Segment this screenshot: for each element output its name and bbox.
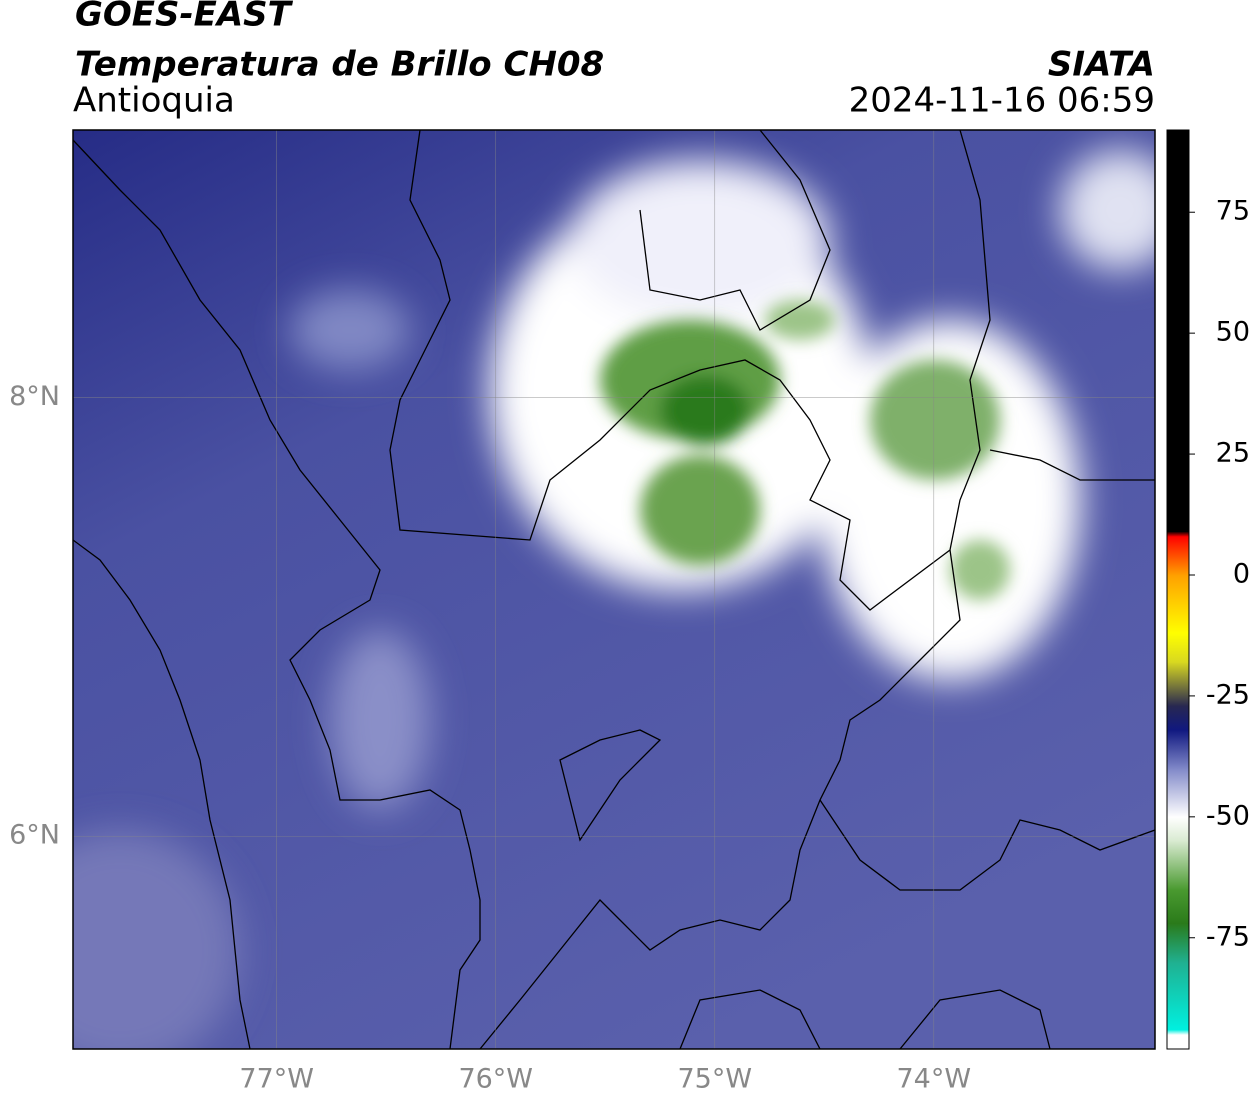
colorbar-tick-label: 25 [1216, 438, 1250, 469]
colorbar: 75 50 25 0 -25 -50 -75 [1167, 130, 1250, 1050]
colorbar-segment [1167, 961, 1189, 1031]
colorbar-segment [1167, 531, 1189, 537]
y-tick-label: 8°N [9, 381, 60, 412]
timestamp: 2024-11-16 06:59 [849, 81, 1155, 121]
colorbar-segment [1167, 536, 1189, 576]
colorbar-frame [1166, 129, 1190, 1050]
colorbar-segment [1167, 768, 1189, 818]
colorbar-segment [1167, 816, 1189, 842]
region: Antioquia [73, 81, 235, 121]
x-tick-label: 77°W [239, 1064, 314, 1095]
graticule: 77°W 76°W 75°W 74°W 8°N 6°N [9, 130, 1155, 1095]
y-tick-label: 6°N [9, 820, 60, 851]
source: SIATA [1048, 45, 1155, 85]
x-tick-label: 75°W [677, 1064, 752, 1095]
x-tick-label: 74°W [897, 1064, 972, 1095]
colorbar-segment [1167, 662, 1189, 707]
colorbar-tick-label: -75 [1206, 921, 1250, 952]
subtitle: Temperatura de Brillo CH08 [75, 45, 604, 85]
colorbar-tick-label: 75 [1216, 196, 1250, 227]
title: GOES-EAST [75, 0, 294, 35]
colorbar-segment [1167, 633, 1189, 663]
colorbar-segment [1167, 729, 1189, 769]
colorbar-segment [1167, 923, 1189, 963]
colorbar-segment [1167, 574, 1189, 634]
cold-tops [600, 300, 1010, 600]
colorbar-segment [1167, 705, 1189, 731]
colorbar-segment [1167, 841, 1189, 890]
colorbar-tick-label: -50 [1206, 800, 1250, 831]
colorbar-segment [1167, 130, 1189, 532]
colorbar-tick-label: -25 [1206, 679, 1250, 710]
map-frame [72, 129, 1156, 1050]
colorbar-segment [1167, 1034, 1189, 1050]
colorbar-tick-label: 0 [1233, 558, 1250, 589]
colorbar-segment [1167, 1029, 1189, 1035]
colorbar-tick-label: 50 [1216, 317, 1250, 348]
map-image [73, 130, 1155, 1049]
x-tick-label: 76°W [458, 1064, 533, 1095]
borders [73, 130, 1155, 1049]
colorbar-segment [1167, 889, 1189, 924]
